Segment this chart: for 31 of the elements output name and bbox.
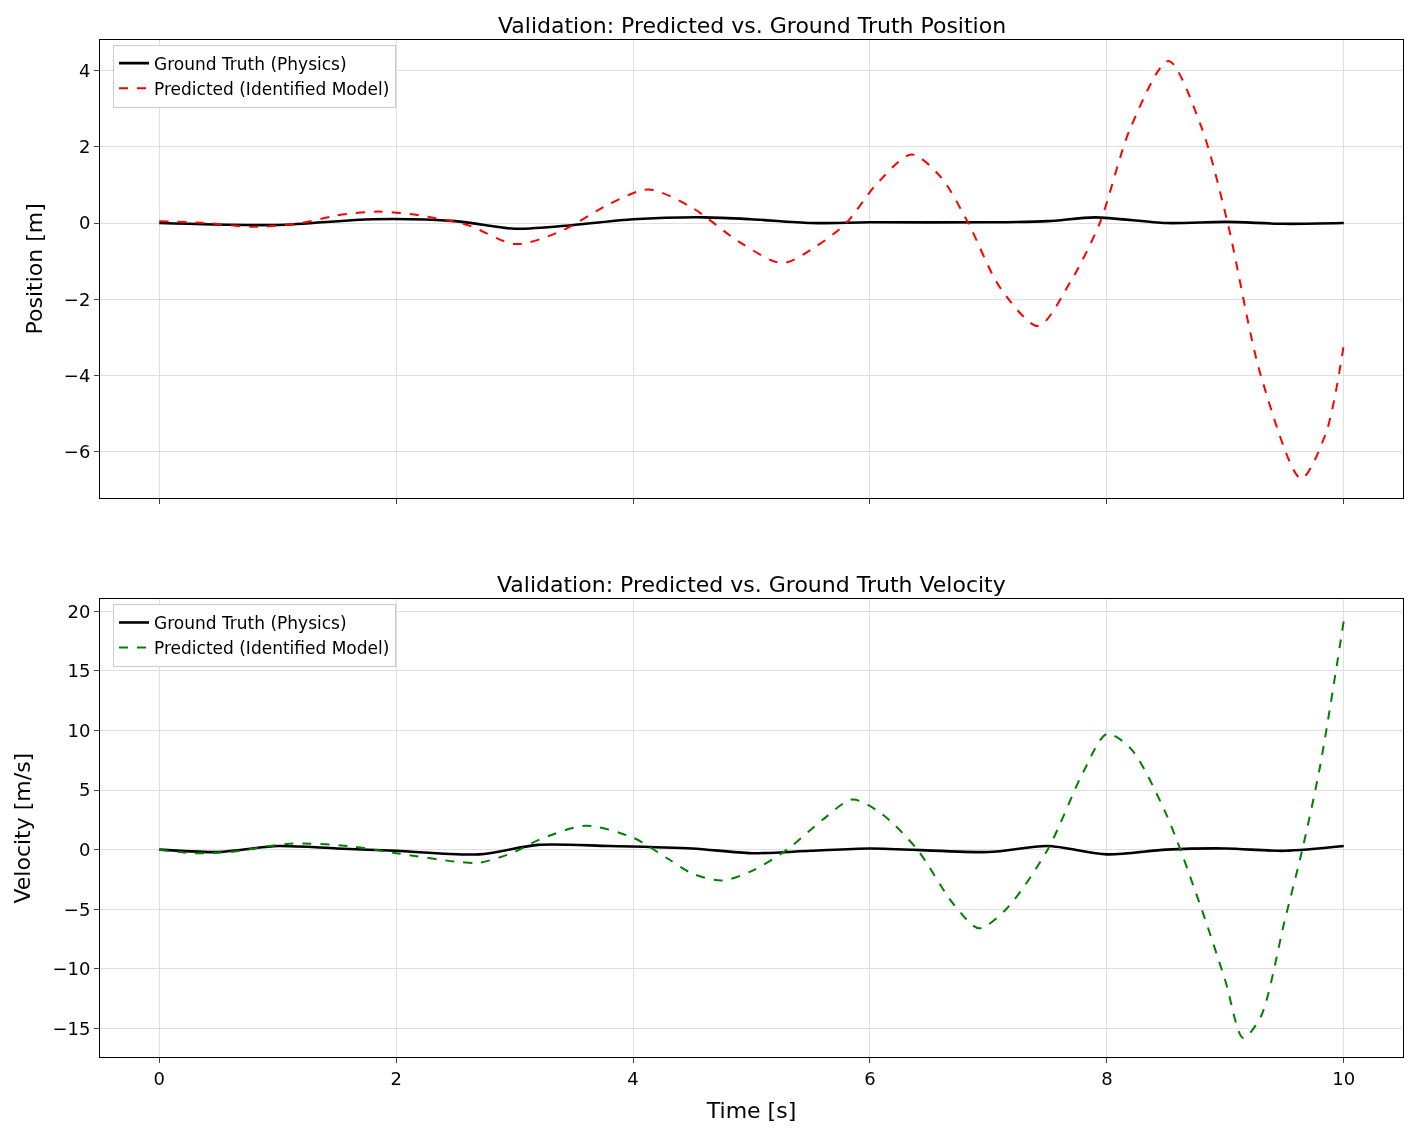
y-tick-label: 4	[78, 59, 91, 81]
line-series	[157, 843, 1346, 856]
y-tick-label: 15	[67, 660, 91, 682]
x-tick-label: 2	[390, 1067, 402, 1089]
x-tick-label: 10	[1332, 1067, 1356, 1089]
legend-label: Predicted (Identified Model)	[154, 638, 390, 659]
legend-label: Ground Truth (Physics)	[154, 613, 347, 634]
chart-title: Validation: Predicted vs. Ground Truth Velocity	[497, 572, 1006, 597]
y-axis-title: Position [m]	[21, 203, 47, 335]
y-tick-label: −15	[52, 1017, 91, 1039]
x-tick-label: 6	[864, 1067, 876, 1089]
y-tick-label: 10	[67, 719, 91, 741]
y-tick-label: 0	[78, 838, 91, 860]
y-tick-label: −6	[63, 441, 91, 463]
legend-label: Ground Truth (Physics)	[154, 53, 347, 74]
y-tick-label: −2	[63, 288, 91, 310]
y-tick-label: −5	[63, 898, 91, 920]
y-tick-label: 2	[78, 136, 91, 158]
y-tick-label: 20	[67, 600, 91, 622]
x-axis-title: Time [s]	[705, 1098, 797, 1124]
line-series	[157, 216, 1346, 231]
y-tick-label: −4	[63, 364, 91, 386]
y-tick-label: 0	[78, 212, 91, 234]
x-tick-label: 8	[1101, 1067, 1113, 1089]
y-axis-title: Velocity [m/s]	[10, 752, 36, 904]
y-tick-label: 5	[78, 779, 91, 801]
y-tick-label: −10	[52, 958, 91, 980]
x-tick-label: 4	[627, 1067, 639, 1089]
chart-title: Validation: Predicted vs. Ground Truth Position	[498, 13, 1007, 38]
x-tick-label: 0	[153, 1067, 165, 1089]
legend-label: Predicted (Identified Model)	[154, 78, 390, 99]
